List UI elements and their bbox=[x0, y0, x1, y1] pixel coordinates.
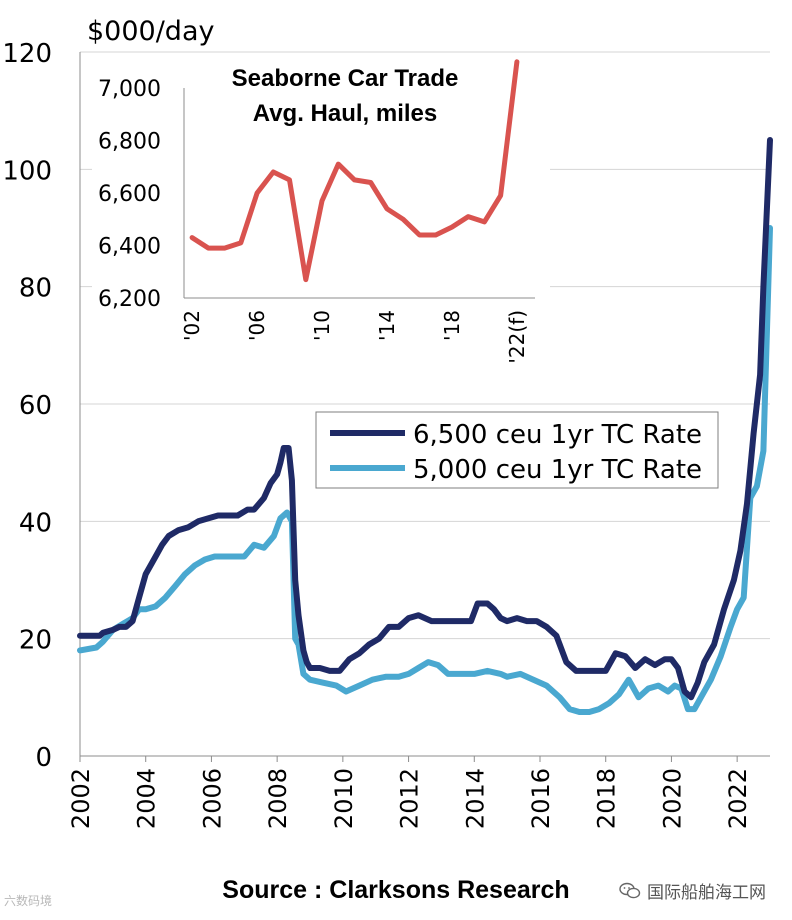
inset-y-tick-labels: 6,200 6,400 6,600 6,800 7,000 bbox=[98, 77, 161, 312]
inset-y-tick-label-6800: 6,800 bbox=[98, 130, 161, 155]
x-tick-label-2002: 2002 bbox=[67, 768, 95, 829]
x-tick-label-2004: 2004 bbox=[133, 768, 161, 829]
inset-axes bbox=[183, 88, 535, 299]
main-x-tick-labels: 2002 2004 2006 2008 2010 2012 2014 2016 2018 2020… bbox=[67, 756, 752, 829]
y-tick-label-80: 80 bbox=[19, 274, 52, 304]
source-caption: Source : Clarksons Research bbox=[222, 876, 570, 904]
x-tick-label-2014: 2014 bbox=[461, 768, 489, 829]
y-tick-label-100: 100 bbox=[2, 156, 52, 186]
inset-x-tick-labels: '02 '06 '10 '14 '18 '22(f) bbox=[180, 310, 529, 364]
unit-label: $000/day bbox=[87, 16, 214, 47]
inset-y-tick-label-7000: 7,000 bbox=[98, 77, 161, 102]
x-tick-label-2012: 2012 bbox=[396, 768, 424, 829]
x-tick-label-2020: 2020 bbox=[658, 768, 686, 829]
y-tick-label-20: 20 bbox=[19, 626, 52, 656]
main-series bbox=[77, 137, 773, 715]
legend-box bbox=[315, 411, 719, 489]
inset-x-tick-label-22f: '22(f) bbox=[505, 310, 529, 364]
y-tick-label-40: 40 bbox=[19, 508, 52, 538]
inset-series-line-avg-haul bbox=[189, 59, 520, 283]
watermark-right: 国际船舶海工网 bbox=[619, 878, 766, 903]
inset-series bbox=[189, 59, 520, 283]
inset-x-tick-label-18: '18 bbox=[440, 310, 464, 341]
legend-label-5000: 5,000 ceu 1yr TC Rate bbox=[413, 455, 702, 485]
legend: 6,500 ceu 1yr TC Rate 5,000 ceu 1yr TC R… bbox=[315, 411, 719, 489]
x-tick-label-2010: 2010 bbox=[330, 768, 358, 829]
watermark-right-text: 国际船舶海工网 bbox=[647, 883, 766, 903]
watermark-left: 六数码境 bbox=[4, 894, 53, 908]
x-tick-label-2008: 2008 bbox=[264, 768, 292, 829]
inset-y-tick-label-6600: 6,600 bbox=[98, 182, 161, 207]
inset-title-line-2: Avg. Haul, miles bbox=[253, 100, 438, 127]
series-line-5000-ceu bbox=[77, 225, 773, 715]
x-tick-label-2006: 2006 bbox=[198, 768, 226, 829]
inset-x-tick-label-14: '14 bbox=[375, 310, 399, 341]
main-y-tick-labels: 0 20 40 60 80 100 120 bbox=[2, 39, 52, 773]
y-tick-label-120: 120 bbox=[2, 39, 52, 69]
inset-y-tick-label-6400: 6,400 bbox=[98, 235, 161, 260]
x-tick-label-2018: 2018 bbox=[593, 768, 621, 829]
inset-x-tick-label-02: '02 bbox=[180, 310, 204, 341]
legend-label-6500: 6,500 ceu 1yr TC Rate bbox=[413, 420, 702, 450]
wechat-icon bbox=[619, 882, 641, 898]
inset-title-line-1: Seaborne Car Trade bbox=[232, 65, 459, 92]
series-line-6500-ceu bbox=[77, 137, 773, 701]
inset-y-tick-label-6200: 6,200 bbox=[98, 287, 161, 312]
x-tick-label-2016: 2016 bbox=[527, 768, 555, 829]
inset-x-tick-label-10: '10 bbox=[310, 310, 334, 341]
y-tick-label-60: 60 bbox=[19, 391, 52, 421]
x-tick-label-2022: 2022 bbox=[724, 768, 752, 829]
y-tick-label-0: 0 bbox=[35, 743, 52, 773]
inset-x-tick-label-06: '06 bbox=[245, 310, 269, 341]
